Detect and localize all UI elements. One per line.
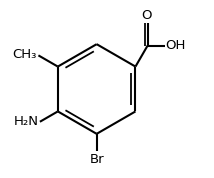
Text: O: O xyxy=(141,9,152,22)
Text: Br: Br xyxy=(89,153,104,166)
Text: CH₃: CH₃ xyxy=(13,48,37,61)
Text: H₂N: H₂N xyxy=(13,115,39,128)
Text: OH: OH xyxy=(166,39,186,52)
